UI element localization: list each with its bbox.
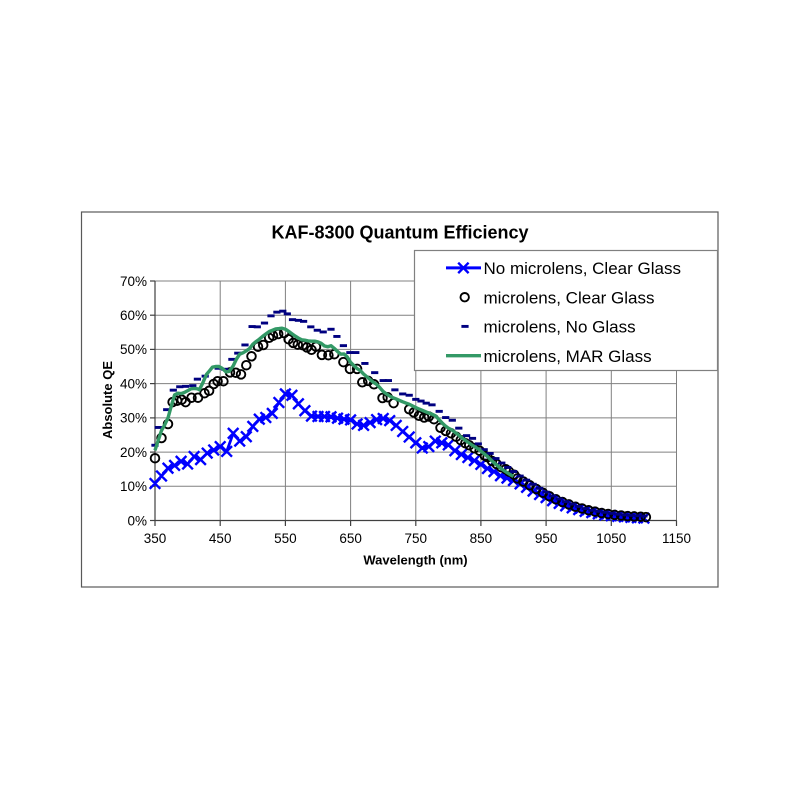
svg-text:450: 450 [209,531,232,546]
svg-text:1150: 1150 [662,531,691,546]
svg-text:1050: 1050 [596,531,626,546]
svg-text:20%: 20% [120,445,147,460]
svg-text:50%: 50% [120,342,147,357]
svg-text:40%: 40% [120,376,147,391]
svg-text:KAF-8300 Quantum Efficiency: KAF-8300 Quantum Efficiency [271,223,528,243]
svg-text:550: 550 [274,531,297,546]
svg-text:microlens, MAR Glass: microlens, MAR Glass [484,347,652,366]
svg-text:Wavelength (nm): Wavelength (nm) [363,553,467,568]
svg-text:30%: 30% [120,411,147,426]
svg-text:60%: 60% [120,308,147,323]
svg-text:650: 650 [339,531,362,546]
svg-text:No microlens, Clear Glass: No microlens, Clear Glass [484,259,681,278]
svg-text:0%: 0% [127,513,147,528]
svg-text:70%: 70% [120,274,147,289]
svg-text:microlens, Clear Glass: microlens, Clear Glass [484,288,655,307]
svg-text:750: 750 [405,531,428,546]
svg-text:950: 950 [535,531,558,546]
svg-text:10%: 10% [120,479,147,494]
svg-text:850: 850 [470,531,493,546]
svg-text:Absolute QE: Absolute QE [100,361,115,439]
svg-text:350: 350 [144,531,167,546]
svg-text:microlens, No Glass: microlens, No Glass [484,318,636,337]
